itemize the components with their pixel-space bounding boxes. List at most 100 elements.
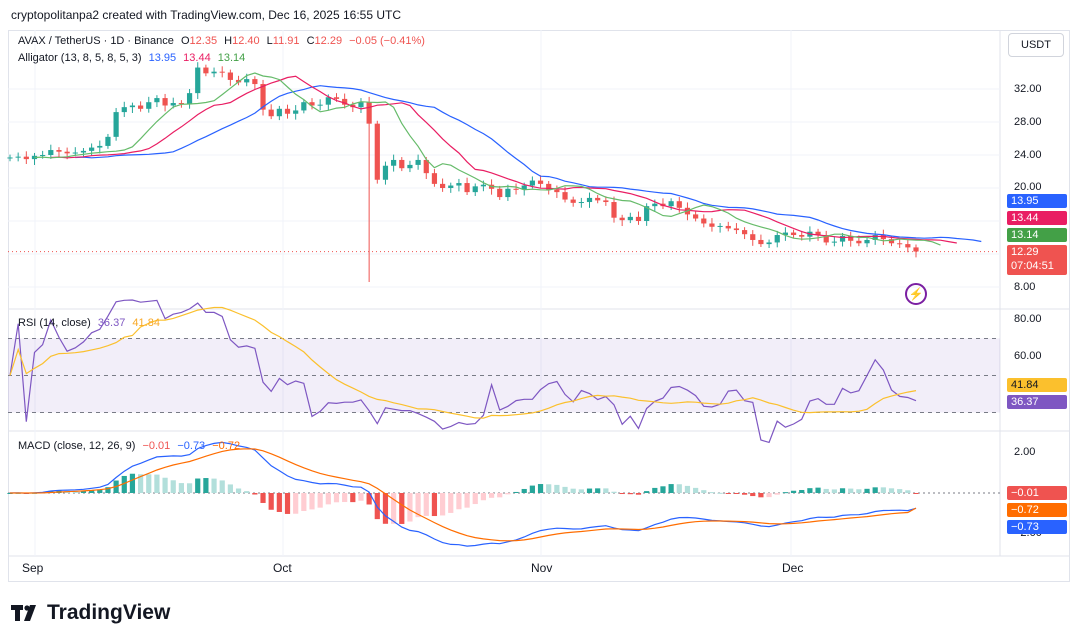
candle-body [391,159,397,166]
macd-histogram-bar [162,477,168,493]
candle-body [856,240,862,244]
candle-body [913,247,919,252]
macd-histogram-bar [880,487,886,493]
candle-body [758,239,764,245]
macd-histogram-bar [693,487,699,493]
macd-histogram-bar [137,474,144,493]
macd-histogram-bar [480,493,487,501]
candle-body [456,183,462,186]
candle-body [603,200,609,203]
candle-body [790,232,797,236]
candle-body [56,150,62,152]
macd-histogram-bar [676,484,682,493]
macd-histogram-bar [864,488,870,493]
macd-histogram-bar [72,490,78,493]
macd-histogram-bar [644,491,650,493]
candle-body [431,173,438,184]
candle-body [293,110,299,114]
macd-histogram-bar [586,488,593,493]
macd-histogram-bar [333,493,340,503]
candle-body [595,197,601,201]
candle-body [693,214,699,219]
price-tick: 28.00 [1014,116,1042,128]
macd-histogram-bar [448,493,454,513]
candle-body [325,97,331,105]
candle-body [701,218,707,224]
candle-body [186,93,193,104]
macd-histogram-bar [856,489,862,493]
macd-histogram-bar [831,489,837,493]
candle-body [358,102,364,108]
macd-histogram-bar [464,493,470,508]
candle-body [276,108,282,117]
chart-attribution: cryptopolitanpa2 created with TradingVie… [11,8,401,22]
macd-histogram-bar [80,490,87,493]
macd-histogram-bar [105,487,111,493]
candle-body [309,102,315,106]
macd-histogram-bar [252,493,258,495]
candle-body [880,235,886,240]
macd-histogram-bar [399,493,405,524]
candle-body [554,189,560,193]
candle-body [382,165,389,180]
rsi-tick: 60.00 [1014,350,1042,362]
rsi-legend[interactable]: RSI (14, close) 36.37 41.84 [18,317,164,329]
macd-histogram-bar [701,490,707,493]
currency-button[interactable]: USDT [1008,33,1064,57]
candle-body [774,235,780,243]
candle-body [766,242,772,245]
rsi-ma-badge: 41.84 [1007,378,1067,392]
candle-body [872,235,878,240]
macd-histogram-bar [619,493,625,495]
macd-histogram-bar [562,486,568,493]
candle-body [480,184,487,187]
candle-body [750,234,756,240]
candle-body [260,84,266,110]
macd-histogram-bar [407,493,413,522]
candle-body [64,151,70,154]
symbol-label[interactable]: AVAX / TetherUS · 1D · Binance [18,35,174,47]
macd-histogram-bar [488,493,495,498]
candle-body [7,157,13,159]
price-tick: 24.00 [1014,149,1042,161]
candle-body [725,225,731,229]
macd-legend[interactable]: MACD (close, 12, 26, 9) −0.01 −0.73 −0.7… [18,440,244,452]
candle-body [668,201,674,207]
macd-histogram-bar [203,478,209,493]
rsi-ma-value: 41.84 [132,317,160,329]
macd-histogram-bar [268,493,274,510]
candle-body [897,243,903,245]
lips-badge: 13.14 [1007,228,1067,242]
candle-body [31,155,38,160]
change-value: −0.05 (−0.41%) [349,35,425,47]
candle-body [89,147,95,151]
teeth-value: 13.44 [183,52,211,64]
macd-signal-badge: −0.72 [1007,503,1067,517]
candle-body [170,103,176,106]
macd-histogram-bar [897,489,903,493]
tradingview-logo[interactable]: TradingView [11,601,170,625]
macd-histogram-bar [546,484,552,493]
macd-histogram-bar [121,475,127,493]
lightning-icon[interactable]: ⚡ [905,283,927,305]
candle-body [399,159,405,169]
macd-signal-value: −0.72 [212,440,241,452]
macd-histogram-bar [219,480,225,493]
macd-tick: 2.00 [1014,446,1036,458]
candle-body [888,239,895,244]
jaw-value: 13.95 [148,52,177,64]
high-label: H [224,35,233,47]
macd-histogram-bar [823,488,829,493]
macd-histogram-bar [725,493,731,494]
candle-body [113,112,119,137]
macd-histogram-bar [129,473,136,493]
candle-body [317,104,323,106]
candle-body [301,102,307,111]
macd-histogram-bar [537,484,544,493]
alligator-legend[interactable]: Alligator (13, 8, 5, 8, 5, 3) 13.95 13.4… [18,52,249,64]
candle-body [578,202,584,204]
candle-body [839,235,846,242]
macd-histogram-bar [170,480,176,493]
price-badge-value: 12.29 [1011,246,1039,258]
macd-histogram-bar [97,489,103,493]
